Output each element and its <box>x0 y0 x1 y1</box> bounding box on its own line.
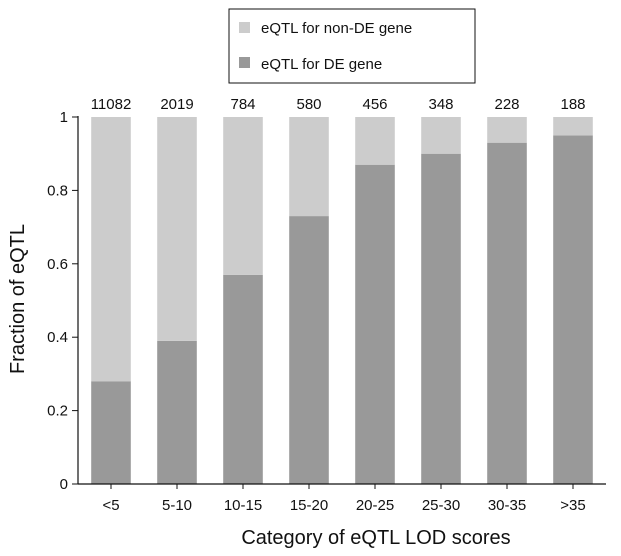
x-tick-label: 5-10 <box>162 497 192 514</box>
x-axis-title: Category of eQTL LOD scores <box>241 527 510 549</box>
bar-segment-non-de <box>553 117 593 136</box>
bar-segment-de <box>355 164 395 484</box>
x-tick-label: 10-15 <box>224 497 262 514</box>
legend-label-de: eQTL for DE gene <box>261 56 382 73</box>
bar-segment-de <box>91 381 131 484</box>
bar-segment-de <box>421 153 461 484</box>
bar-segment-non-de <box>91 117 131 382</box>
bar-count-labels: 11082 2019 784 580 456 348 228 188 <box>91 96 586 113</box>
x-tick-label: 25-30 <box>422 497 460 514</box>
bars <box>91 117 593 484</box>
bar-segment-de <box>487 142 527 484</box>
legend-box <box>228 8 476 84</box>
bar-segment-de <box>289 216 329 484</box>
y-tick-label: 0.2 <box>47 403 68 420</box>
x-axis: <5 5-10 10-15 15-20 20-25 25-30 30-35 >35 <box>78 483 606 514</box>
bar-count-label: 11082 <box>91 96 132 113</box>
y-tick-label: 0.4 <box>47 329 68 346</box>
legend-label-non-de: eQTL for non-DE gene <box>261 20 412 37</box>
bar-segment-non-de <box>487 117 527 143</box>
bar-segment-de <box>223 274 263 484</box>
bar-count-label: 228 <box>494 96 519 113</box>
y-tick-label: 0.8 <box>47 182 68 199</box>
x-tick-label: 30-35 <box>488 497 526 514</box>
bar-segment-non-de <box>223 117 263 275</box>
x-tick-label: 15-20 <box>290 497 328 514</box>
bar-segment-de <box>553 135 593 484</box>
x-tick-label: 20-25 <box>356 497 394 514</box>
bar-count-label: 2019 <box>160 96 193 113</box>
bar-segment-non-de <box>355 117 395 165</box>
bar-segment-non-de <box>421 117 461 154</box>
y-tick-label: 0 <box>60 476 68 493</box>
bar-count-label: 784 <box>230 96 255 113</box>
legend: eQTL for non-DE gene eQTL for DE gene <box>228 8 476 84</box>
x-tick-label: <5 <box>102 497 119 514</box>
bar-segment-non-de <box>157 117 197 341</box>
y-axis: 0 0.2 0.4 0.6 0.8 1 <box>47 109 79 493</box>
legend-swatch-non-de <box>239 22 250 33</box>
bar-segment-de <box>157 340 197 484</box>
x-tick-label: >35 <box>560 497 585 514</box>
y-tick-label: 1 <box>60 109 68 126</box>
y-tick-label: 0.6 <box>47 256 68 273</box>
y-axis-title: Fraction of eQTL <box>7 224 29 374</box>
bar-count-label: 580 <box>296 96 321 113</box>
bar-count-label: 456 <box>362 96 387 113</box>
bar-count-label: 348 <box>428 96 453 113</box>
bar-count-label: 188 <box>560 96 585 113</box>
legend-swatch-de <box>239 57 250 68</box>
bar-segment-non-de <box>289 117 329 217</box>
